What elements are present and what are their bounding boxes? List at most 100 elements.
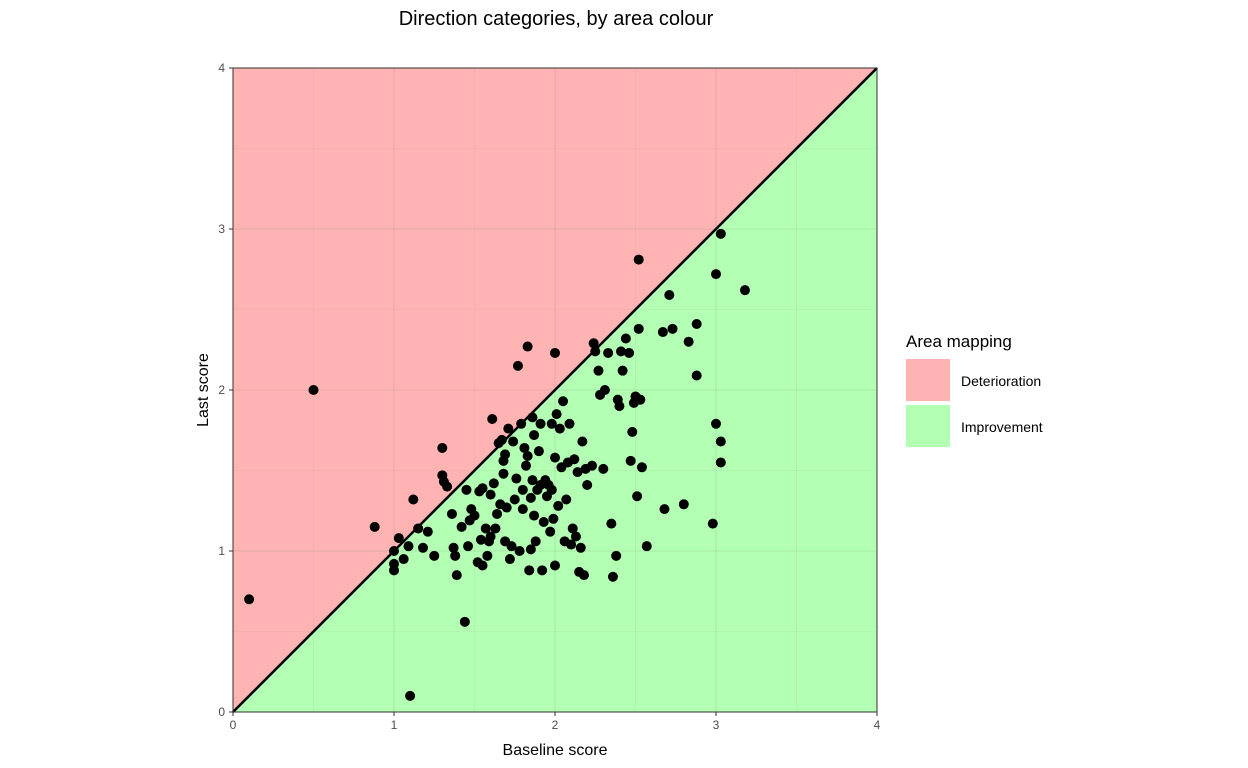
- data-point: [627, 426, 638, 437]
- chart-title: Direction categories, by area colour: [399, 8, 714, 30]
- data-point: [561, 494, 572, 505]
- data-point: [487, 413, 498, 424]
- data-point: [488, 478, 499, 489]
- data-point: [511, 473, 522, 484]
- data-point: [485, 531, 496, 542]
- data-point: [398, 554, 409, 565]
- data-point: [567, 523, 578, 534]
- data-point: [659, 504, 670, 515]
- data-point: [437, 442, 448, 453]
- data-point: [514, 546, 525, 556]
- data-point: [537, 565, 548, 576]
- data-point: [564, 418, 575, 429]
- data-point: [492, 508, 503, 519]
- data-point: [522, 451, 533, 462]
- data-point: [632, 491, 643, 502]
- data-point: [545, 526, 556, 537]
- x-tick-label: 4: [874, 718, 881, 732]
- data-point: [461, 484, 472, 495]
- data-point: [517, 484, 528, 495]
- data-point: [485, 489, 496, 500]
- data-point: [533, 446, 544, 457]
- data-point: [451, 570, 462, 581]
- data-point: [524, 565, 535, 576]
- x-axis-title: Baseline score: [503, 742, 608, 759]
- data-point: [504, 554, 515, 565]
- data-point: [506, 541, 517, 552]
- y-tick-label: 3: [218, 222, 225, 236]
- data-point: [508, 436, 519, 447]
- data-point: [614, 401, 625, 412]
- x-tick-label: 3: [713, 718, 720, 732]
- data-point: [633, 323, 644, 334]
- data-point: [244, 594, 255, 605]
- data-point: [678, 499, 689, 510]
- data-point: [641, 541, 652, 552]
- data-point: [501, 502, 512, 513]
- data-point: [490, 523, 501, 534]
- legend: Area mapping Deterioration Improvement: [906, 332, 1043, 447]
- data-point: [635, 394, 646, 405]
- data-point: [558, 396, 569, 407]
- data-point: [551, 409, 562, 420]
- y-tick-label: 1: [218, 544, 225, 558]
- data-point: [527, 412, 538, 423]
- data-point: [477, 483, 488, 494]
- reference-line-y-equals-x: [232, 67, 878, 713]
- data-point: [529, 430, 540, 441]
- data-point: [517, 504, 528, 515]
- data-point: [429, 550, 440, 561]
- data-point: [403, 541, 414, 552]
- data-point: [525, 492, 536, 503]
- data-point: [446, 508, 457, 519]
- data-point: [569, 454, 580, 465]
- data-point: [633, 254, 644, 265]
- x-axis: 0 1 2 3 4: [230, 712, 881, 732]
- data-point: [715, 457, 726, 468]
- data-point: [389, 546, 399, 556]
- data-point: [739, 285, 750, 296]
- data-point: [624, 347, 635, 358]
- data-point: [625, 455, 636, 466]
- data-point: [611, 550, 622, 561]
- data-point: [522, 341, 533, 352]
- data-point: [587, 460, 598, 471]
- data-point: [422, 526, 433, 537]
- data-point: [590, 346, 601, 357]
- data-point: [607, 571, 618, 582]
- data-point: [620, 333, 631, 344]
- data-point: [546, 418, 557, 429]
- data-point: [521, 460, 532, 471]
- y-tick-label: 2: [218, 383, 225, 397]
- data-point: [450, 550, 461, 561]
- data-point: [550, 560, 560, 571]
- data-point: [448, 542, 459, 553]
- data-point: [519, 442, 530, 453]
- data-point: [459, 616, 470, 627]
- x-tick-label: 2: [552, 718, 559, 732]
- data-point: [691, 370, 702, 381]
- y-axis: 0 1 2 3 4: [218, 61, 233, 719]
- legend-label-improvement: Improvement: [961, 419, 1043, 435]
- data-point: [482, 550, 493, 561]
- data-point: [593, 365, 604, 376]
- data-point: [393, 533, 404, 544]
- data-point: [496, 434, 507, 445]
- data-point: [527, 475, 538, 486]
- data-point: [538, 517, 549, 528]
- data-point: [529, 510, 540, 521]
- data-point: [405, 690, 416, 701]
- data-point: [588, 338, 599, 349]
- data-point: [711, 269, 721, 280]
- data-point: [616, 346, 627, 357]
- data-point: [546, 484, 557, 495]
- legend-swatch-improvement: [906, 405, 950, 447]
- data-point: [598, 463, 609, 474]
- data-point: [509, 494, 520, 505]
- data-point: [617, 365, 628, 376]
- data-point: [715, 436, 726, 447]
- data-point: [566, 539, 577, 550]
- data-point: [582, 479, 593, 490]
- x-tick-label: 1: [391, 718, 398, 732]
